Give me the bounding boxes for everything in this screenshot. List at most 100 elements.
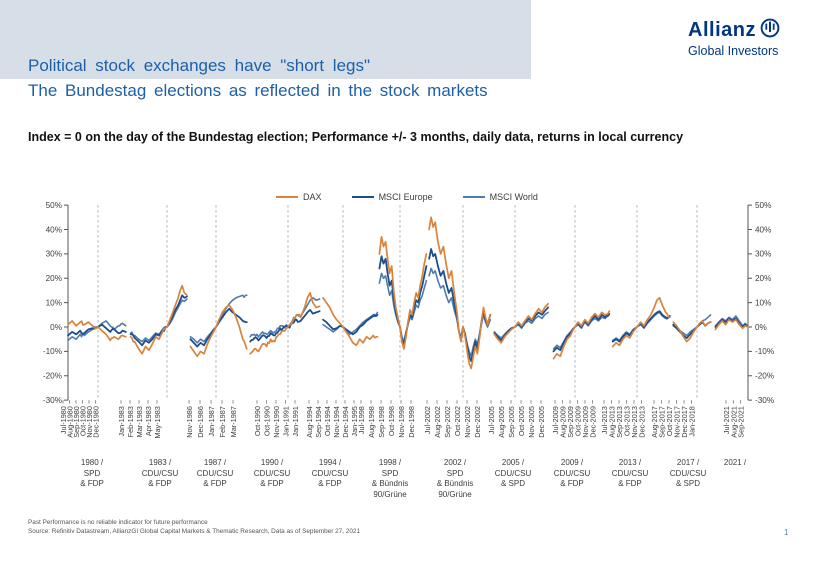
svg-text:Jan-1991: Jan-1991: [282, 406, 291, 436]
svg-text:Sep-2009: Sep-2009: [566, 406, 575, 438]
svg-text:Dec-1980: Dec-1980: [92, 406, 101, 438]
svg-text:Dec-2009: Dec-2009: [589, 406, 598, 438]
source-text: Source: Refinitiv Datastream, AllianzGI …: [28, 528, 360, 535]
chart-caption: Index = 0 on the day of the Bundestag el…: [28, 130, 684, 144]
header-band: [0, 0, 531, 79]
svg-text:Sep-2013: Sep-2013: [615, 406, 624, 438]
svg-text:Dec-1994: Dec-1994: [341, 406, 350, 438]
svg-text:-20%: -20%: [43, 372, 62, 381]
svg-text:Feb-1987: Feb-1987: [218, 406, 227, 437]
svg-text:Aug-2013: Aug-2013: [608, 406, 617, 438]
svg-text:Nov-2009: Nov-2009: [581, 406, 590, 438]
svg-text:Sep-2017: Sep-2017: [658, 406, 667, 438]
svg-text:Nov-1998: Nov-1998: [397, 406, 406, 438]
svg-text:Mar-1983: Mar-1983: [135, 406, 144, 437]
svg-text:Nov-2005: Nov-2005: [527, 406, 536, 438]
svg-text:Oct-1998: Oct-1998: [387, 406, 396, 436]
svg-text:Jan-1995: Jan-1995: [350, 406, 359, 436]
election-label-1983: 1983 /CDU/CSU & FDP: [141, 458, 179, 488]
election-day-gridlines: [97, 205, 749, 401]
election-label-2021: 2021 /: [723, 458, 747, 467]
svg-text:Aug-2002: Aug-2002: [433, 406, 442, 438]
svg-text:Oct-1990: Oct-1990: [263, 406, 272, 436]
svg-text:Jul-1980: Jul-1980: [59, 406, 68, 434]
election-label-2002: 2002 /SPD & Bündnis 90/Grüne: [436, 458, 474, 499]
svg-text:0%: 0%: [755, 323, 767, 332]
svg-text:Aug-2021: Aug-2021: [729, 406, 738, 438]
footer: Past Performance is no reliable indicato…: [28, 518, 360, 536]
y-axes: 50% 50% 40% 40% 30% 30% 20% 20% 10% 10% 0% 0% -10% -1…: [43, 201, 774, 405]
election-label-1990: 1990 /CDU/CSU & FDP: [253, 458, 291, 488]
svg-text:Nov-2017: Nov-2017: [673, 406, 682, 438]
svg-text:Dec-1986: Dec-1986: [196, 406, 205, 438]
x-axis-labels: Jul-1980Aug-1980Sep-1980Oct-1980Nov-1980…: [59, 400, 746, 439]
svg-text:Dec-2017: Dec-2017: [680, 406, 689, 438]
series-msci-europe: [67, 248, 749, 363]
svg-text:Oct-1994: Oct-1994: [323, 406, 332, 436]
logo-subtitle: Global Investors: [688, 44, 779, 58]
page-number: 1: [784, 528, 789, 537]
svg-text:Sep-2005: Sep-2005: [507, 406, 516, 438]
svg-text:Sep-1994: Sep-1994: [314, 406, 323, 438]
svg-text:50%: 50%: [46, 201, 62, 210]
line-chart: 50% 50% 40% 40% 30% 30% 20% 20% 10% 10% 0% 0% -10% -1…: [43, 201, 774, 439]
svg-text:-30%: -30%: [43, 396, 62, 405]
svg-text:Nov-1994: Nov-1994: [332, 406, 341, 438]
svg-text:Aug-2017: Aug-2017: [650, 406, 659, 438]
svg-text:Aug-1998: Aug-1998: [367, 406, 376, 438]
disclaimer-text: Past Performance is no reliable indicato…: [28, 519, 208, 526]
page-title-line2: The Bundestag elections as reflected in …: [28, 81, 488, 100]
svg-text:Nov-1986: Nov-1986: [185, 406, 194, 438]
svg-text:Dec-1998: Dec-1998: [407, 406, 416, 438]
svg-text:-20%: -20%: [755, 372, 774, 381]
svg-text:-10%: -10%: [43, 347, 62, 356]
election-label-1998: 1998 /SPD & Bündnis 90/Grüne: [371, 458, 409, 499]
svg-text:Nov-1980: Nov-1980: [85, 406, 94, 438]
svg-text:10%: 10%: [46, 298, 62, 307]
svg-text:Apr-1983: Apr-1983: [144, 406, 153, 436]
svg-text:50%: 50%: [755, 201, 771, 210]
svg-text:Jan-1991: Jan-1991: [291, 406, 300, 436]
svg-text:Jan-2018: Jan-2018: [688, 406, 697, 436]
svg-text:Dec-2013: Dec-2013: [638, 406, 647, 438]
svg-text:10%: 10%: [755, 298, 771, 307]
svg-text:Aug-1980: Aug-1980: [66, 406, 75, 438]
election-label-2005: 2005 /CDU/CSU & SPD: [494, 458, 532, 488]
svg-text:30%: 30%: [755, 250, 771, 259]
election-label-1987: 1987 /CDU/CSU & FDP: [196, 458, 234, 488]
svg-text:Nov-1990: Nov-1990: [272, 406, 281, 438]
svg-text:30%: 30%: [46, 250, 62, 259]
allianz-logo: Allianz Global Investors: [688, 18, 780, 58]
svg-text:Sep-1998: Sep-1998: [377, 406, 386, 438]
svg-text:Oct-2002: Oct-2002: [453, 406, 462, 436]
svg-text:Jul-2013: Jul-2013: [600, 406, 609, 434]
svg-text:Sep-1980: Sep-1980: [72, 406, 81, 438]
svg-text:Oct-1980: Oct-1980: [79, 406, 88, 436]
svg-text:Jul-2005: Jul-2005: [487, 406, 496, 434]
svg-text:Oct-2017: Oct-2017: [665, 406, 674, 436]
svg-text:Jan-1983: Jan-1983: [117, 406, 126, 436]
svg-text:40%: 40%: [46, 225, 62, 234]
svg-text:May-1983: May-1983: [153, 406, 162, 438]
svg-text:0%: 0%: [50, 323, 62, 332]
svg-text:40%: 40%: [755, 225, 771, 234]
svg-text:Aug-2005: Aug-2005: [497, 406, 506, 438]
election-label-2017: 2017 /CDU/CSU & SPD: [669, 458, 707, 488]
svg-text:Feb-1983: Feb-1983: [126, 406, 135, 437]
series-msci-world: [67, 267, 749, 358]
allianz-wordmark: Allianz: [688, 19, 756, 41]
svg-text:Jan-1987: Jan-1987: [207, 406, 216, 436]
svg-text:Nov-2013: Nov-2013: [630, 406, 639, 438]
svg-text:Sep-2002: Sep-2002: [443, 406, 452, 438]
series-dax: [67, 216, 749, 370]
svg-text:Oct-2005: Oct-2005: [517, 406, 526, 436]
svg-text:20%: 20%: [46, 274, 62, 283]
svg-text:Oct-2009: Oct-2009: [574, 406, 583, 436]
svg-text:Dec-2002: Dec-2002: [473, 406, 482, 438]
svg-text:Jul-2009: Jul-2009: [551, 406, 560, 434]
svg-text:Sep-2021: Sep-2021: [737, 406, 746, 438]
election-label-1994: 1994 /CDU/CSU & FDP: [311, 458, 349, 488]
election-label-2009: 2009 /CDU/CSU & FDP: [553, 458, 591, 488]
election-label-2013: 2013 /CDU/CSU & FDP: [611, 458, 649, 488]
